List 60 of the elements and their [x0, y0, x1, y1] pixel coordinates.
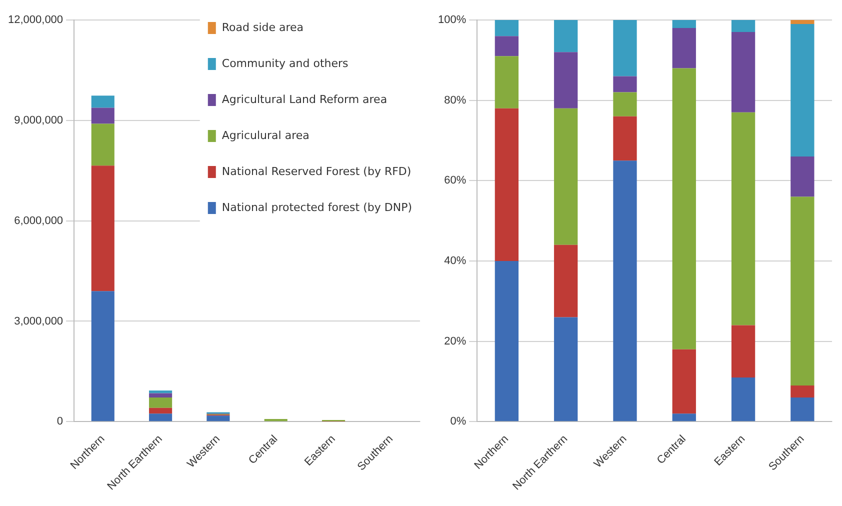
bar — [613, 160, 637, 422]
bar — [206, 416, 230, 422]
bar — [554, 108, 578, 245]
y-tick-label: 20% — [444, 335, 466, 348]
bar — [554, 52, 578, 108]
bar — [731, 325, 756, 378]
bar — [731, 20, 756, 32]
bar — [149, 398, 172, 408]
bar — [613, 76, 637, 92]
bar — [613, 116, 637, 161]
bar — [790, 398, 814, 422]
y-tick-label: 60% — [444, 174, 466, 187]
bar — [91, 124, 114, 166]
bar — [554, 20, 578, 52]
y-tick-label: 12,000,000 — [8, 14, 64, 26]
bar — [91, 291, 114, 422]
bar — [731, 112, 756, 326]
bar — [91, 108, 114, 124]
legend-label: Agriculural area — [222, 128, 310, 142]
bar — [494, 260, 519, 422]
bar — [494, 36, 519, 56]
bar — [672, 414, 696, 422]
bar — [494, 108, 519, 261]
y-tick-label: 9,000,000 — [14, 114, 64, 126]
y-tick-label: 0% — [450, 416, 466, 428]
bar — [149, 393, 172, 398]
bar — [613, 20, 637, 76]
y-tick-label: 6,000,000 — [14, 214, 64, 227]
legend-label: Road side area — [222, 20, 304, 34]
bar — [91, 166, 114, 292]
bar — [672, 68, 696, 350]
bar — [790, 196, 814, 386]
bar — [149, 414, 172, 422]
y-tick-label: 80% — [444, 94, 466, 106]
y-tick-label: 40% — [444, 255, 466, 268]
bar — [790, 20, 814, 24]
legend-label: National protected forest (by DNP) — [222, 200, 412, 214]
bar — [149, 408, 172, 414]
bar — [790, 24, 814, 157]
bar — [731, 32, 756, 112]
bar — [790, 156, 814, 197]
bar — [149, 390, 172, 394]
bar — [264, 418, 288, 422]
y-tick-label: 0 — [56, 416, 64, 428]
bar — [494, 56, 519, 108]
bar — [731, 377, 756, 422]
bar — [613, 92, 637, 116]
bar — [672, 20, 696, 28]
y-tick-label: 3,000,000 — [14, 315, 64, 328]
bar — [494, 20, 519, 36]
y-tick-label: 100% — [438, 14, 466, 26]
legend-label: National Reserved Forest (by RFD) — [222, 164, 412, 178]
legend-label: Community and others — [222, 56, 349, 70]
bar — [91, 96, 114, 108]
bar — [672, 28, 696, 68]
bar — [554, 244, 578, 318]
bar — [790, 386, 814, 398]
legend-label: Agricultural Land Reform area — [222, 92, 388, 106]
bar — [554, 317, 578, 422]
bar — [672, 349, 696, 414]
